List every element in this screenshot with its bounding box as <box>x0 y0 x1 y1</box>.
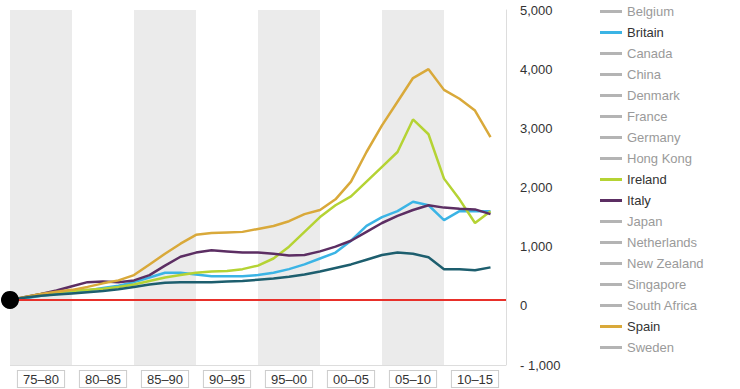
svg-text:South Africa: South Africa <box>627 298 698 313</box>
svg-text:10–15: 10–15 <box>457 372 493 387</box>
svg-text:0: 0 <box>520 298 527 313</box>
svg-text:Germany: Germany <box>627 130 681 145</box>
svg-text:Belgium: Belgium <box>627 4 674 19</box>
svg-text:- 1,000: - 1,000 <box>520 358 560 373</box>
svg-text:4,000: 4,000 <box>520 62 553 77</box>
svg-text:95–00: 95–00 <box>271 372 307 387</box>
svg-text:80–85: 80–85 <box>85 372 121 387</box>
svg-text:3,000: 3,000 <box>520 121 553 136</box>
svg-text:5,000: 5,000 <box>520 3 553 18</box>
svg-text:Spain: Spain <box>627 319 660 334</box>
svg-text:00–05: 00–05 <box>333 372 369 387</box>
svg-text:2,000: 2,000 <box>520 180 553 195</box>
svg-text:85–90: 85–90 <box>147 372 183 387</box>
svg-text:Ireland: Ireland <box>627 172 667 187</box>
svg-text:Canada: Canada <box>627 46 673 61</box>
svg-text:New Zealand: New Zealand <box>627 256 704 271</box>
svg-text:Japan: Japan <box>627 214 662 229</box>
svg-text:Italy: Italy <box>627 193 651 208</box>
svg-text:Britain: Britain <box>627 25 664 40</box>
svg-text:Netherlands: Netherlands <box>627 235 698 250</box>
svg-text:Singapore: Singapore <box>627 277 686 292</box>
svg-text:Sweden: Sweden <box>627 340 674 355</box>
svg-text:05–10: 05–10 <box>395 372 431 387</box>
svg-text:1,000: 1,000 <box>520 239 553 254</box>
svg-text:Denmark: Denmark <box>627 88 680 103</box>
svg-text:Hong Kong: Hong Kong <box>627 151 692 166</box>
svg-text:France: France <box>627 109 667 124</box>
svg-text:90–95: 90–95 <box>209 372 245 387</box>
svg-text:China: China <box>627 67 662 82</box>
svg-text:75–80: 75–80 <box>23 372 59 387</box>
